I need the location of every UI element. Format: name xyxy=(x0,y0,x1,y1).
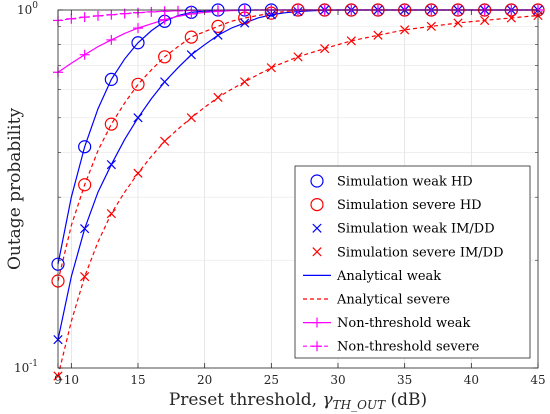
y-tick-label: 100 xyxy=(17,1,38,17)
simulation-severe-im-dd-marker xyxy=(80,271,90,282)
legend-entry-simulation-weak-hd: Simulation weak HD xyxy=(310,174,473,190)
simulation-severe-hd-marker xyxy=(104,117,118,131)
non-threshold-weak-marker xyxy=(106,34,117,45)
legend-swatch-marker xyxy=(310,174,324,188)
simulation-severe-hd-marker xyxy=(211,19,225,33)
legend-entry-simulation-weak-im-dd: Simulation weak IM/DD xyxy=(312,222,495,237)
tick-labels: 9 10 15 20 25 30 35 40 45 10-1 100 xyxy=(14,1,546,387)
simulation-weak-im-dd-marker xyxy=(160,77,170,87)
x-tick-label: 10 xyxy=(64,373,79,387)
x-tick-label: 45 xyxy=(530,373,545,387)
simulation-severe-im-dd-marker xyxy=(160,136,170,146)
non-threshold-severe-marker xyxy=(79,12,90,23)
non-threshold-severe-marker xyxy=(159,6,170,17)
simulation-weak-im-dd-marker xyxy=(213,30,223,40)
legend-label: Simulation severe HD xyxy=(337,198,482,213)
legend-swatch-marker xyxy=(312,341,322,352)
axis-ticks xyxy=(57,9,539,369)
legend-entry-simulation-severe-hd: Simulation severe HD xyxy=(310,198,482,213)
legend-entry-non-threshold-weak: Non-threshold weak xyxy=(303,316,471,331)
non-threshold-severe-marker xyxy=(66,13,77,24)
non-threshold-weak-marker xyxy=(133,23,143,34)
x-tick-label: 9 xyxy=(54,373,62,387)
x-tick-label: 15 xyxy=(130,373,145,387)
simulation-severe-im-dd-marker xyxy=(480,15,490,26)
y-tick-label: 10-1 xyxy=(14,359,38,375)
simulation-severe-hd-marker xyxy=(78,178,92,192)
legend-swatch-marker xyxy=(312,223,322,233)
non-threshold-severe-marker xyxy=(173,5,183,16)
simulation-weak-im-dd-marker xyxy=(240,18,250,28)
non-threshold-severe-marker xyxy=(106,9,117,20)
legend-entry-analytical-weak: Analytical weak xyxy=(303,269,441,284)
x-tick-label: 35 xyxy=(397,373,412,387)
legend-box xyxy=(294,165,531,359)
simulation-weak-hd-marker xyxy=(78,140,92,154)
x-tick-label: 20 xyxy=(197,373,212,387)
simulation-severe-im-dd-marker xyxy=(186,113,196,123)
simulation-severe-im-dd-marker xyxy=(400,25,410,35)
legend-label: Non-threshold severe xyxy=(337,340,480,355)
simulation-severe-im-dd-marker xyxy=(240,77,250,87)
legend-label: Simulation severe IM/DD xyxy=(337,245,504,260)
simulation-weak-im-dd-marker xyxy=(80,224,90,234)
simulation-severe-im-dd-marker xyxy=(346,36,356,46)
simulation-severe-hd-marker xyxy=(184,30,198,44)
simulation-weak-hd-marker xyxy=(131,36,145,50)
legend-label: Simulation weak IM/DD xyxy=(337,222,495,237)
y-axis-label: Outage probability xyxy=(5,108,25,270)
simulation-severe-hd-marker xyxy=(131,77,145,91)
legend-entry-simulation-severe-im-dd: Simulation severe IM/DD xyxy=(312,245,504,260)
simulation-weak-hd-marker xyxy=(104,72,118,86)
simulation-severe-im-dd-marker xyxy=(426,21,436,32)
legend-swatch-marker xyxy=(312,247,322,257)
simulation-severe-im-dd-marker xyxy=(213,92,223,103)
simulation-weak-im-dd-marker xyxy=(106,159,116,170)
legend-swatch-marker xyxy=(310,198,324,212)
simulation-severe-im-dd-marker xyxy=(133,168,143,178)
legend-entry-non-threshold-severe: Non-threshold severe xyxy=(303,340,480,355)
legend: Simulation weak HD Simulation severe HD Si… xyxy=(294,165,531,359)
simulation-severe-im-dd-marker xyxy=(373,30,383,40)
x-tick-label: 25 xyxy=(264,373,279,387)
simulation-severe-im-dd-marker xyxy=(53,371,63,381)
non-threshold-severe-marker xyxy=(146,6,157,17)
simulation-severe-hd-marker xyxy=(158,50,172,64)
simulation-severe-im-dd-marker xyxy=(266,63,276,73)
simulation-weak-im-dd-marker xyxy=(133,113,143,123)
simulation-weak-im-dd-marker xyxy=(186,50,196,60)
legend-label: Analytical severe xyxy=(336,293,450,308)
non-threshold-severe-marker xyxy=(93,10,103,21)
plot-frame xyxy=(57,9,539,369)
non-threshold-severe-marker xyxy=(186,5,197,16)
simulation-severe-im-dd-marker xyxy=(320,44,330,54)
simulation-severe-im-dd-marker xyxy=(293,52,303,62)
x-axis-label: Preset threshold, γTH_OUT (dB) xyxy=(169,390,427,412)
legend-label: Simulation weak HD xyxy=(337,175,473,190)
non-threshold-weak-marker xyxy=(79,49,90,60)
legend-swatch-marker xyxy=(312,317,322,328)
x-tick-label: 40 xyxy=(464,373,479,387)
legend-entry-analytical-severe: Analytical severe xyxy=(303,293,450,308)
simulation-severe-im-dd-marker xyxy=(106,208,116,219)
simulation-severe-im-dd-marker xyxy=(506,13,516,23)
x-tick-label: 30 xyxy=(330,373,345,387)
legend-label: Non-threshold weak xyxy=(337,316,471,331)
non-threshold-weak-marker xyxy=(159,14,170,25)
simulation-severe-im-dd-marker xyxy=(453,18,463,28)
legend-label: Analytical weak xyxy=(336,269,441,284)
